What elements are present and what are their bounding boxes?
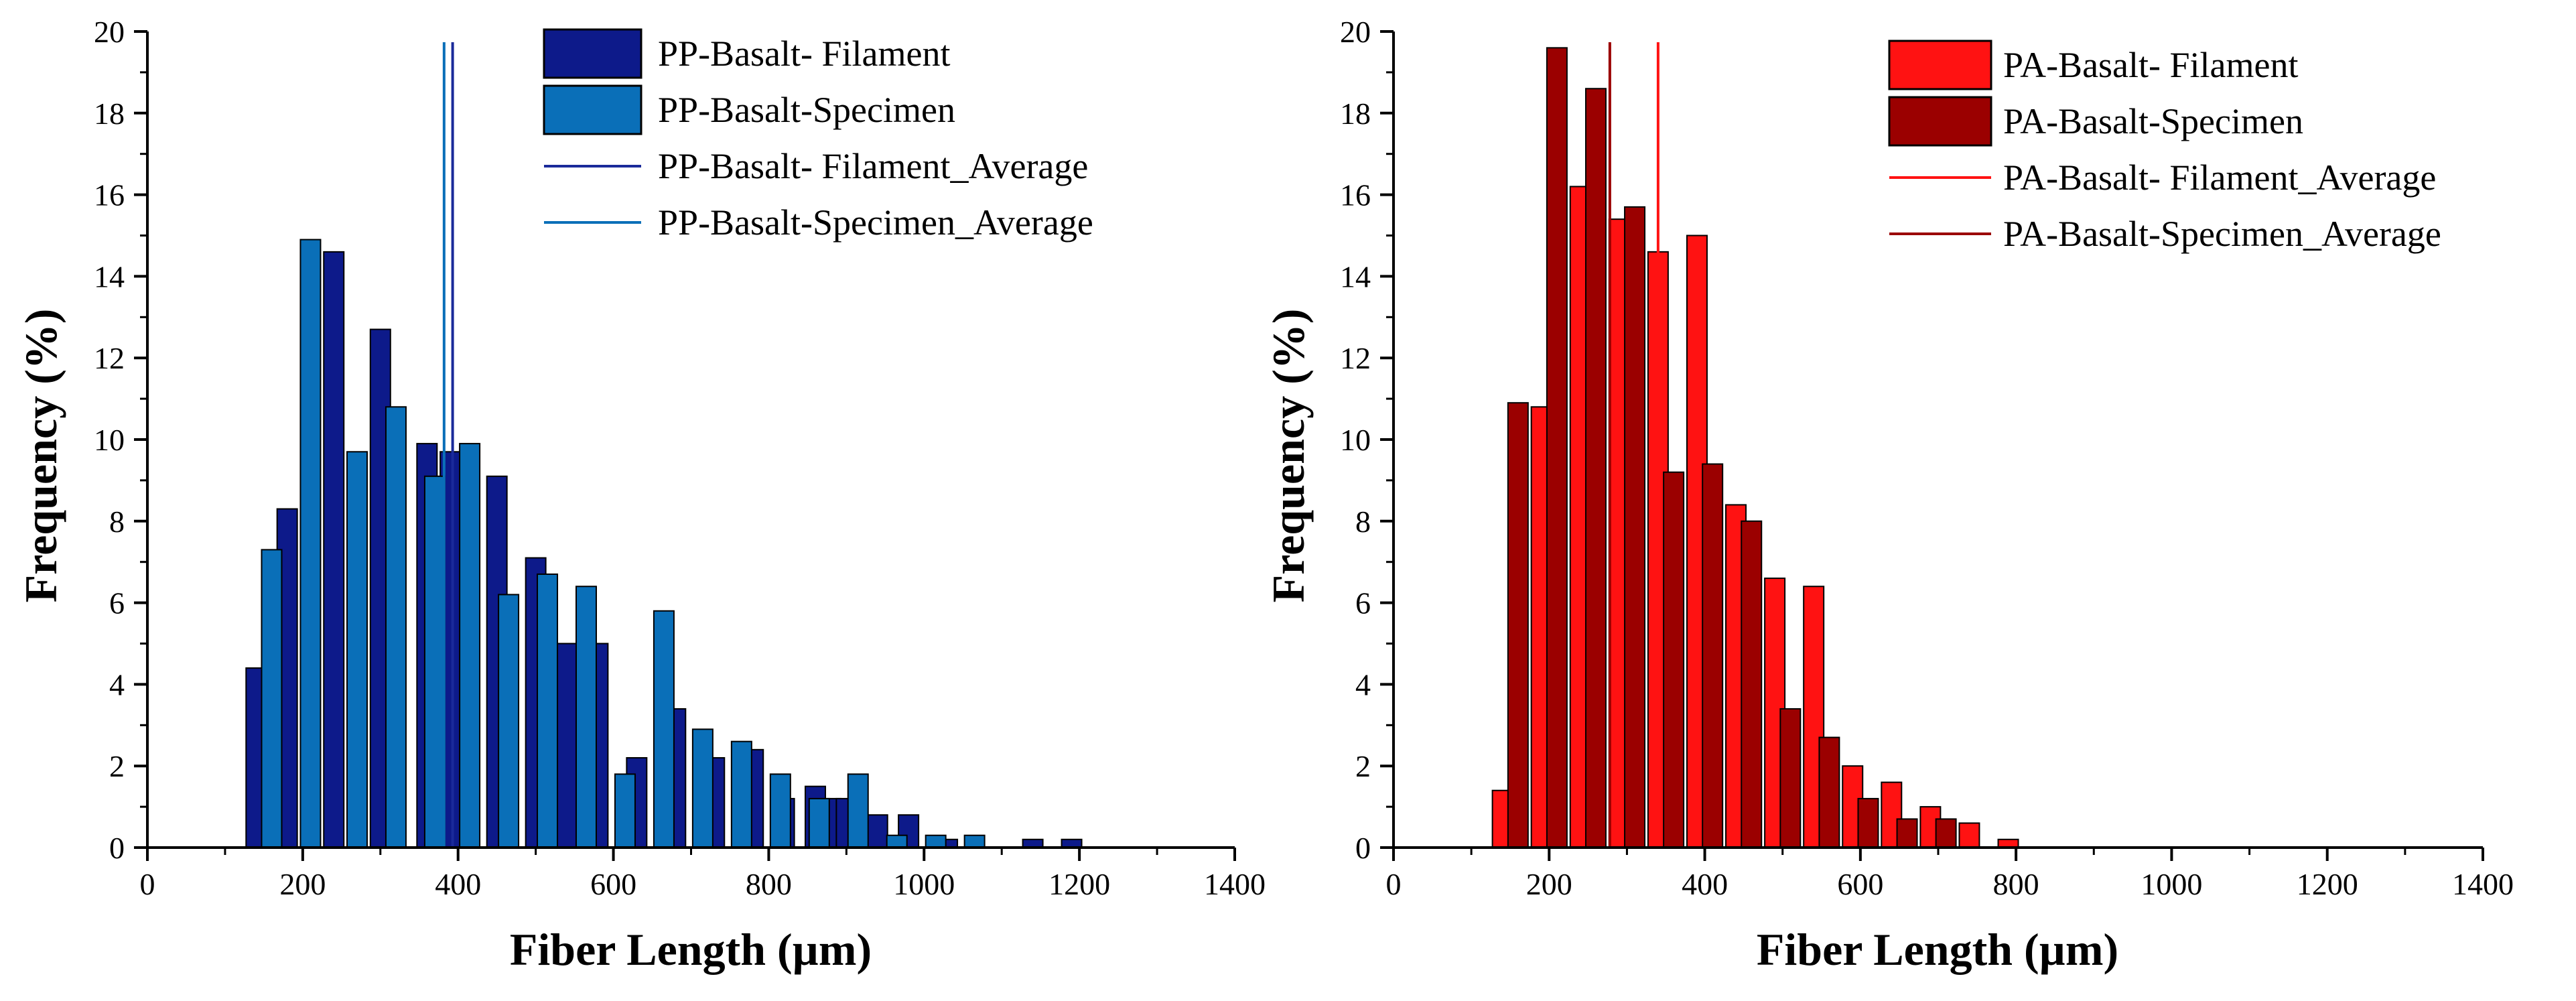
right-y-tick-label: 2: [1355, 749, 1371, 783]
left-x-axis-title: Fiber Length (µm): [510, 924, 872, 975]
left-y-tick-label: 14: [94, 259, 125, 293]
right-y-tick-label: 10: [1340, 423, 1371, 457]
left-legend-label-filament-average: PP-Basalt- Filament_Average: [658, 146, 1088, 186]
left-legend-swatch-filament: [543, 28, 642, 79]
left-x-tick-label: 600: [590, 867, 636, 901]
left-legend-label-specimen-average: PP-Basalt-Specimen_Average: [658, 202, 1093, 243]
left-y-tick-label: 18: [94, 96, 125, 131]
right-bar-specimen: [1818, 736, 1840, 848]
right-y-tick-label: 6: [1355, 586, 1371, 620]
left-legend-swatch-specimen: [543, 84, 642, 135]
right-y-tick-label: 4: [1355, 667, 1371, 702]
right-y-tick-label: 20: [1340, 15, 1371, 49]
left-bar-specimen: [886, 834, 908, 848]
left-y-tick-label: 16: [94, 178, 125, 212]
right-bar-specimen: [1741, 520, 1763, 848]
left-y-tick-label: 2: [109, 749, 125, 783]
left-bar-specimen: [261, 549, 283, 848]
right-legend-label-filament-average: PA-Basalt- Filament_Average: [2003, 157, 2436, 198]
left-bar-specimen: [925, 834, 947, 848]
left-bar-specimen: [459, 443, 481, 848]
right-x-tick-label: 400: [1682, 867, 1728, 901]
left-y-axis-title: Frequency (%): [15, 309, 66, 603]
left-legend-label-filament: PP-Basalt- Filament: [658, 34, 950, 74]
right-bar-specimen: [1584, 88, 1607, 848]
right-x-tick-label: 1400: [2452, 867, 2514, 901]
left-x-tick-label: 1000: [893, 867, 955, 901]
right-legend-label-specimen-average: PA-Basalt-Specimen_Average: [2003, 214, 2441, 254]
left-bar-specimen: [299, 239, 322, 848]
left-legend-label-specimen: PP-Basalt-Specimen: [658, 90, 955, 130]
left-y-tick-label: 10: [94, 423, 125, 457]
right-bar-specimen: [1546, 47, 1568, 849]
left-bar-specimen: [653, 610, 675, 849]
right-legend-swatch-specimen: [1888, 96, 1992, 147]
left-y-tick-label: 4: [109, 667, 125, 702]
left-y-tick-label: 12: [94, 341, 125, 375]
right-bar-specimen: [1663, 471, 1685, 848]
left-bar-specimen: [963, 834, 986, 848]
right-x-tick-label: 0: [1386, 867, 1402, 901]
right-bar-specimen: [1624, 206, 1646, 848]
left-bar-specimen: [847, 773, 869, 849]
left-bar-specimen: [614, 773, 636, 849]
right-legend-label-specimen: PA-Basalt-Specimen: [2003, 101, 2303, 141]
right-x-tick-label: 600: [1837, 867, 1883, 901]
left-bar-specimen: [769, 773, 791, 849]
right-bar-filament: [1958, 822, 1980, 848]
left-bar-specimen: [808, 797, 830, 849]
left-x-tick-label: 400: [435, 867, 481, 901]
right-x-tick-label: 1200: [2297, 867, 2358, 901]
right-bar-specimen: [1507, 402, 1529, 848]
left-y-tick-label: 0: [109, 831, 125, 865]
left-chart-panel: 0 200 400 600 800 1000 1200 1400 0 2 4 6 8 10 12 14 16 18…: [15, 15, 1266, 975]
left-bar-filament: [323, 251, 345, 848]
left-bar-specimen: [730, 740, 752, 849]
right-bar-specimen: [1702, 463, 1724, 848]
right-bar-specimen: [1857, 797, 1879, 849]
left-bar-specimen: [498, 594, 520, 848]
right-x-tick-label: 800: [1993, 867, 2039, 901]
right-y-tick-label: 8: [1355, 505, 1371, 539]
left-y-tick-label: 6: [109, 586, 125, 620]
right-bar-specimen: [1896, 818, 1918, 848]
right-bar-specimen: [1779, 708, 1802, 848]
right-x-tick-label: 200: [1526, 867, 1572, 901]
left-bar-specimen: [346, 451, 368, 848]
right-legend-label-filament: PA-Basalt- Filament: [2003, 45, 2299, 85]
left-x-tick-label: 1200: [1048, 867, 1110, 901]
right-bar-specimen: [1935, 818, 1957, 848]
left-x-tick-label: 800: [746, 867, 792, 901]
right-y-tick-label: 16: [1340, 178, 1371, 212]
left-x-tick-label: 1400: [1204, 867, 1266, 901]
left-x-tick-label: 200: [279, 867, 326, 901]
left-x-tick-label: 0: [140, 867, 155, 901]
right-y-tick-label: 14: [1340, 259, 1371, 293]
right-y-tick-label: 0: [1355, 831, 1371, 865]
left-bar-specimen: [385, 406, 407, 848]
right-y-axis-title: Frequency (%): [1263, 309, 1314, 603]
left-bar-specimen: [423, 475, 446, 848]
right-x-tick-label: 1000: [2141, 867, 2202, 901]
left-bar-filament: [866, 814, 888, 849]
right-legend-swatch-filament: [1888, 40, 1992, 90]
left-y-tick-label: 8: [109, 505, 125, 539]
left-bar-specimen: [575, 586, 597, 848]
left-y-tick-label: 20: [94, 15, 125, 49]
right-y-tick-label: 12: [1340, 341, 1371, 375]
left-bar-specimen: [691, 728, 714, 849]
right-x-axis-title: Fiber Length (µm): [1757, 924, 2118, 975]
left-bar-filament: [556, 643, 578, 848]
left-bar-specimen: [537, 573, 559, 848]
right-y-tick-label: 18: [1340, 96, 1371, 131]
right-chart-panel: 0 200 400 600 800 1000 1200 1400 0 2 4 6 8 10 12 14 16 18…: [1263, 15, 2514, 975]
